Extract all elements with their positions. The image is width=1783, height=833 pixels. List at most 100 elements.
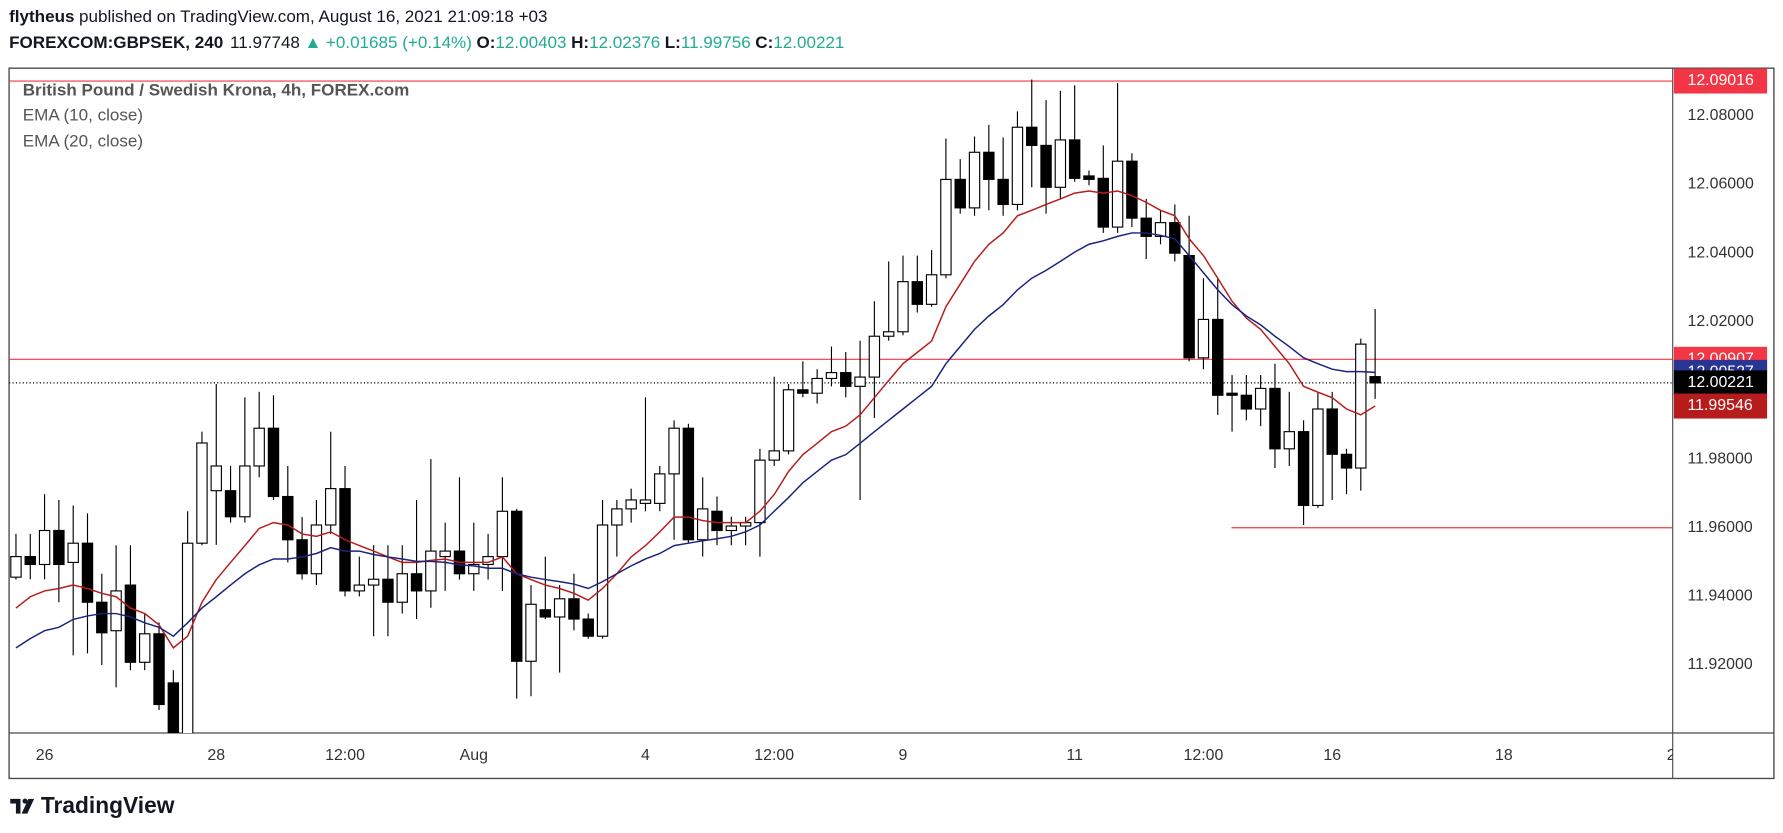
- candle-body: [754, 459, 766, 524]
- candle-body: [725, 525, 738, 532]
- y-tick-label: 12.04000: [1687, 244, 1754, 261]
- candle-body: [67, 542, 79, 563]
- candle-body: [239, 465, 251, 518]
- candle-body: [382, 578, 394, 603]
- candle-body: [439, 550, 451, 558]
- high-label: H:: [571, 33, 589, 52]
- candle-body: [153, 633, 165, 706]
- close-value: 12.00221: [773, 33, 844, 52]
- x-tick-label: 18: [1495, 747, 1513, 764]
- hline-tag: 12.09016: [1687, 72, 1754, 89]
- candle-body: [882, 331, 895, 337]
- y-tick-label: 12.02000: [1687, 313, 1754, 330]
- candle-body: [625, 499, 637, 510]
- frame: [8, 67, 1775, 780]
- candle-body: [1226, 392, 1238, 396]
- x-tick-label: 12:00: [325, 747, 365, 764]
- candle-body: [539, 609, 552, 618]
- open-label: O:: [476, 33, 495, 52]
- candle-body: [553, 598, 566, 618]
- logo-icon-slash: [21, 798, 35, 814]
- candle-body: [1340, 453, 1353, 469]
- candle-body: [510, 510, 523, 662]
- candle-body: [997, 178, 1009, 206]
- candle-body: [139, 633, 151, 663]
- candle-body: [1068, 139, 1081, 179]
- x-tick-label: Aug: [460, 747, 488, 764]
- legend-ema10: EMA (10, close): [23, 105, 143, 124]
- close-label: C:: [755, 33, 773, 52]
- candle-body: [968, 151, 981, 209]
- x-tick-label: 20: [1667, 747, 1685, 764]
- x-tick-label: 26: [36, 747, 54, 764]
- candle-body: [1369, 376, 1381, 384]
- symbol: FOREXCOM:GBPSEK, 240: [9, 33, 223, 52]
- time-axis: 26 28 12:00 Aug 4 12:00 9 11 12:00 16 18 20: [36, 747, 1685, 764]
- logo-icon: [10, 798, 21, 814]
- x-tick-label: 12:00: [1184, 747, 1224, 764]
- candle-body: [1026, 126, 1038, 146]
- candle-body: [1326, 408, 1338, 455]
- candle-body: [224, 490, 237, 518]
- candle-body: [925, 274, 938, 305]
- candle-body: [24, 556, 36, 566]
- y-tick-label: 11.96000: [1687, 519, 1752, 536]
- candle-body: [611, 508, 623, 526]
- logo: TradingView: [10, 792, 175, 818]
- candle-body: [954, 178, 966, 209]
- candle-body: [1140, 217, 1152, 237]
- x-tick-label: 11: [1066, 747, 1083, 764]
- candle-body: [353, 584, 366, 592]
- candle-body: [267, 427, 280, 498]
- candle-body: [696, 508, 709, 541]
- last-price-tag-bg: [1673, 370, 1768, 396]
- low-label: L:: [665, 33, 681, 52]
- candle-body: [983, 151, 995, 180]
- y-tick-label: 12.06000: [1687, 176, 1754, 193]
- candle-body: [596, 524, 609, 637]
- x-tick-label: 9: [899, 747, 908, 764]
- candle-body: [425, 550, 437, 592]
- low-value: 11.99756: [681, 33, 751, 52]
- published: published on TradingView.com, August 16,…: [79, 7, 548, 26]
- logo-text: TradingView: [41, 792, 175, 818]
- candle-body: [1283, 431, 1295, 450]
- ema10-tag: 11.99546: [1687, 397, 1752, 414]
- candle-body: [167, 682, 180, 733]
- candle-body: [639, 499, 652, 504]
- x-tick-label: 28: [207, 747, 225, 764]
- candle-body: [1269, 387, 1281, 450]
- candle-body: [668, 427, 680, 475]
- candle-body: [210, 465, 222, 492]
- candle-body: [711, 510, 723, 532]
- candle-body: [1312, 408, 1324, 507]
- candle-body: [568, 598, 580, 620]
- y-tick-label: 11.94000: [1687, 588, 1752, 605]
- x-tick-label: 12:00: [754, 747, 794, 764]
- candle-body: [10, 556, 22, 578]
- legend-ema20: EMA (20, close): [23, 132, 143, 151]
- candle-body: [582, 618, 594, 637]
- candle-body: [797, 389, 809, 394]
- candle-body: [1183, 255, 1195, 359]
- candle-body: [396, 573, 408, 603]
- candle-body: [124, 584, 137, 663]
- candle-body: [1111, 160, 1124, 228]
- candle-body: [110, 590, 122, 632]
- publisher: flytheus: [9, 7, 74, 26]
- candle-body: [1040, 144, 1052, 188]
- candle-body: [367, 578, 380, 586]
- x-tick-label: 16: [1323, 747, 1341, 764]
- candle-body: [1297, 431, 1310, 507]
- candle-body: [911, 281, 924, 305]
- price-axis: 12.08000 12.06000 12.04000 12.02000 11.98000…: [1673, 68, 1768, 673]
- ema-line: [15, 190, 1376, 649]
- candle-body: [468, 563, 480, 575]
- candle-body: [410, 573, 423, 592]
- candle-body: [854, 376, 866, 387]
- x-tick-label: 4: [641, 747, 650, 764]
- candle-body: [1011, 126, 1024, 206]
- candle-body: [811, 377, 823, 394]
- candle-body: [310, 524, 323, 575]
- candle-body: [897, 281, 909, 333]
